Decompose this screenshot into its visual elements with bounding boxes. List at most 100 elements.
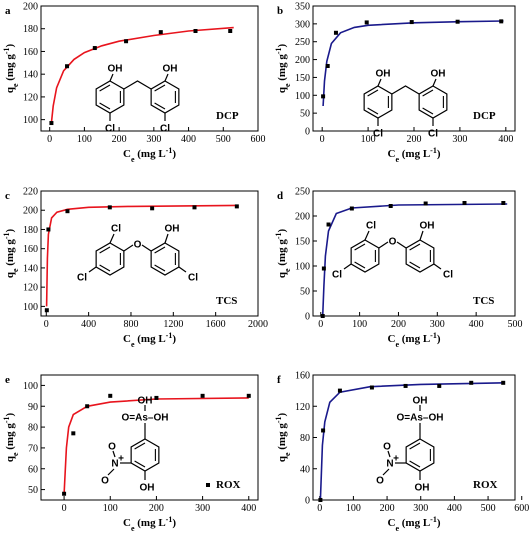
data-point (349, 206, 354, 211)
ring (405, 239, 435, 273)
panel-label: e (5, 374, 10, 386)
x-axis-label: Ce (mg L-1) (387, 146, 440, 164)
x-label-part: C (123, 517, 131, 529)
y-label-part: e (11, 268, 20, 272)
data-point (154, 395, 159, 400)
panel: a0 100 200 300 400 500 600100120140160180200Ce… (2, 2, 266, 164)
atom-label: Cl (160, 124, 170, 135)
x-label-part: e (131, 155, 135, 164)
data-point (333, 30, 338, 35)
compound-label: TCS (473, 295, 494, 307)
x-tick-label: 100 (77, 134, 92, 145)
data-point (321, 266, 326, 271)
data-point (364, 20, 369, 25)
y-tick-label: 100 (23, 302, 38, 313)
bond (164, 233, 169, 244)
bond (109, 233, 115, 244)
atom-label: Cl (428, 129, 438, 140)
x-label-part: C (387, 333, 395, 345)
data-point (246, 393, 251, 398)
bond (382, 468, 390, 476)
x-label-part: (mg L (399, 333, 430, 345)
ring (95, 242, 125, 276)
x-tick-label: 600 (514, 503, 529, 514)
bond (112, 450, 116, 458)
y-label-part: q (276, 271, 288, 278)
y-tick-label: 0 (305, 127, 310, 138)
atom-label: Cl (111, 224, 121, 235)
atom-label: + (393, 454, 399, 465)
data-point (320, 314, 325, 318)
x-tick-label: 400 (241, 503, 256, 514)
double-bond (409, 460, 421, 468)
data-point (388, 204, 393, 208)
x-label-part: C (123, 333, 131, 345)
double-bond (422, 107, 434, 115)
x-tick-label: 1200 (163, 319, 183, 330)
x-tick-label: 0 (318, 319, 323, 330)
legend-marker (206, 483, 210, 487)
bond (178, 266, 187, 273)
x-label-part: -1 (430, 515, 437, 524)
atom-label: Cl (105, 124, 115, 135)
molecule: OH OH Cl Cl (95, 64, 180, 135)
data-point (499, 19, 504, 24)
data-point (71, 431, 76, 436)
y-tick-label: 250 (295, 37, 310, 48)
data-point (462, 201, 467, 205)
y-tick-label: 140 (23, 70, 38, 81)
molecule: Cl O OH Cl Cl (332, 221, 453, 281)
bond (88, 266, 97, 273)
atom-label: Cl (188, 273, 198, 284)
atom-label: O (376, 476, 384, 487)
atom-label: + (118, 454, 124, 465)
fit-curve (322, 20, 504, 107)
y-label-part: q (276, 455, 288, 462)
y-tick-label: 80 (28, 423, 38, 434)
double-bond (99, 84, 111, 92)
data-point (228, 29, 233, 33)
double-bond (154, 102, 166, 110)
data-point (318, 498, 323, 502)
y-label-part: ) (276, 228, 288, 232)
x-axis-label: Ce (mg L-1) (123, 515, 176, 533)
x-label-part: ) (172, 517, 176, 529)
y-axis-label: qe (mg g-1) (274, 228, 292, 278)
atom-label: Cl (77, 273, 87, 284)
y-tick-label: 200 (295, 55, 310, 66)
y-tick-label: 350 (295, 2, 310, 13)
y-label-part: ) (4, 43, 16, 47)
atom-label: O (101, 476, 109, 487)
y-label-part: ) (4, 412, 16, 416)
y-tick-label: 160 (295, 371, 310, 382)
bond (433, 263, 442, 270)
y-tick-label: 0 (305, 312, 310, 323)
plot-frame (312, 190, 516, 317)
x-tick-label: 200 (407, 134, 422, 145)
y-label-part: -1 (2, 416, 11, 423)
x-label-part: (mg L (399, 517, 430, 529)
y-tick-label: 50 (300, 287, 310, 298)
plot-frame (40, 374, 259, 501)
x-axis-label: Ce (mg L-1) (123, 146, 176, 164)
x-tick-label: 2000 (248, 319, 268, 330)
atom-label: O (134, 240, 142, 251)
atom-label: OH (415, 483, 430, 494)
molecule: OH OH Cl Cl (363, 69, 448, 140)
plot-frame (40, 5, 259, 132)
y-label-part: q (276, 86, 288, 93)
bond (364, 230, 370, 241)
bond (419, 230, 424, 241)
y-tick-label: 200 (23, 2, 38, 13)
y-label-part: -1 (2, 232, 11, 239)
x-tick-label: 500 (481, 503, 496, 514)
double-bond (409, 243, 421, 251)
bond (378, 241, 389, 249)
y-tick-label: 160 (23, 47, 38, 58)
data-point (65, 209, 70, 214)
x-label-part: (mg L (399, 148, 430, 160)
x-tick-label: 400 (447, 503, 462, 514)
data-point (44, 308, 49, 313)
x-tick-label: 200 (112, 134, 127, 145)
